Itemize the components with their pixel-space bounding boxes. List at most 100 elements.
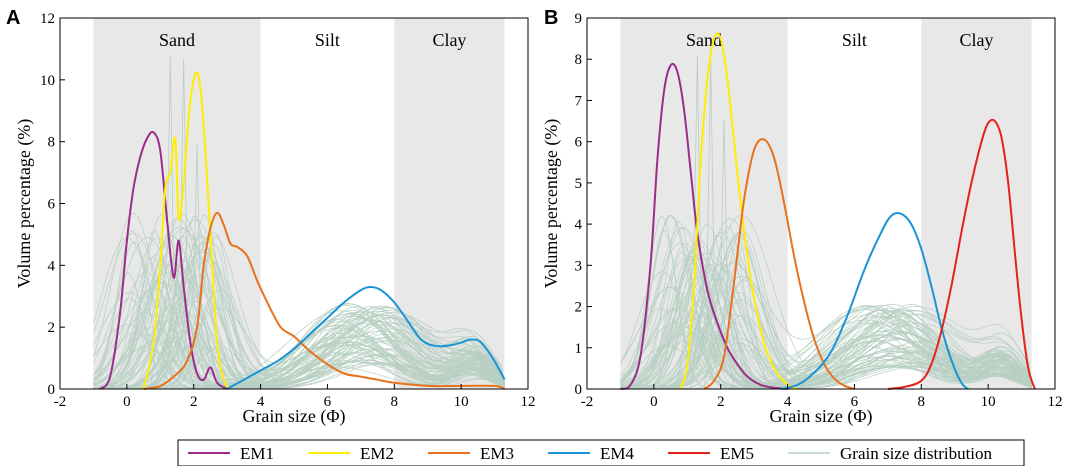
- panel-letter: B: [544, 7, 558, 29]
- series-em5: [887, 118, 1036, 390]
- panel-letter: A: [6, 7, 20, 29]
- band-label-silt: Silt: [842, 30, 867, 50]
- plot-frame: [586, 17, 1056, 390]
- x-axis-title: Grain size (Φ): [242, 406, 345, 427]
- x-tick-label: 12: [521, 394, 536, 410]
- distribution-curve: [149, 55, 195, 390]
- distribution-curve: [690, 61, 735, 390]
- x-tick-label: 6: [324, 394, 332, 410]
- x-tick-label: 2: [717, 394, 725, 410]
- distribution-curve: [620, 304, 1032, 389]
- distribution-curve: [93, 232, 505, 390]
- y-axis-title: Volume percentage (%): [541, 119, 562, 289]
- legend-label-3: EM3: [480, 444, 514, 463]
- distribution-curve: [93, 292, 505, 389]
- y-tick-label: 6: [48, 197, 56, 213]
- x-tick-label: 6: [851, 394, 859, 410]
- distribution-curve: [620, 299, 1032, 390]
- grain-size-distribution-curves: [93, 55, 505, 390]
- distribution-curve: [93, 303, 505, 389]
- distribution-curve: [93, 241, 505, 390]
- legend-label-4: EM4: [600, 444, 635, 463]
- x-tick-label: -2: [54, 394, 67, 410]
- distribution-curve: [620, 224, 1032, 390]
- y-tick-label: 12: [40, 11, 55, 27]
- x-tick-label: 10: [981, 394, 996, 410]
- x-tick-label: 8: [918, 394, 926, 410]
- distribution-curve: [93, 282, 505, 390]
- y-tick-label: 7: [575, 93, 583, 109]
- series-em4: [780, 212, 969, 390]
- x-tick-label: 8: [391, 394, 399, 410]
- distribution-curve: [93, 249, 505, 390]
- series-em1: [620, 62, 788, 390]
- distribution-curve: [93, 230, 505, 390]
- series-em3: [703, 138, 855, 390]
- distribution-curve: [163, 59, 208, 390]
- x-tick-label: 0: [650, 394, 658, 410]
- x-tick-label: 4: [784, 394, 792, 410]
- distribution-curve: [620, 260, 1032, 390]
- y-tick-label: 2: [575, 300, 583, 316]
- x-tick-label: 2: [190, 394, 198, 410]
- x-tick-label: 12: [1048, 394, 1063, 410]
- x-tick-label: 0: [123, 394, 131, 410]
- series-em2: [142, 71, 232, 390]
- legend-label-2: EM2: [360, 444, 394, 463]
- distribution-curve: [620, 300, 1032, 390]
- band-label-clay: Clay: [432, 30, 466, 50]
- band-clay: [921, 18, 1032, 389]
- y-tick-label: 10: [40, 73, 55, 89]
- distribution-curve: [93, 314, 505, 390]
- legend: EM1 EM2 EM3 EM4 EM5 Grain size distribution: [177, 439, 1025, 466]
- x-tick-label: 4: [257, 394, 265, 410]
- y-tick-label: 5: [575, 176, 583, 192]
- legend-label-6: Grain size distribution: [840, 444, 993, 463]
- distribution-curve: [93, 258, 505, 390]
- y-tick-label: 0: [48, 382, 56, 398]
- series-em1: [99, 130, 228, 390]
- legend-label-1: EM1: [240, 444, 274, 463]
- distribution-curve: [620, 277, 1032, 390]
- series-em3: [143, 211, 505, 390]
- grain-size-distribution-curves: [620, 55, 1032, 390]
- distribution-curve: [93, 213, 505, 390]
- y-tick-label: 1: [575, 341, 583, 357]
- distribution-curve: [620, 217, 1032, 390]
- distribution-curve: [620, 227, 1032, 389]
- y-tick-label: 2: [48, 320, 56, 336]
- distribution-curve: [620, 301, 1032, 389]
- y-tick-label: 9: [575, 11, 583, 27]
- y-tick-label: 3: [575, 258, 583, 274]
- series-em2: [679, 32, 798, 390]
- y-tick-label: 8: [48, 135, 56, 151]
- distribution-curve: [93, 297, 505, 390]
- band-label-silt: Silt: [315, 30, 340, 50]
- y-tick-label: 8: [575, 52, 583, 68]
- x-axis-title: Grain size (Φ): [769, 406, 872, 427]
- band-label-sand: Sand: [159, 30, 195, 50]
- distribution-curve: [93, 272, 505, 390]
- distribution-curve: [620, 331, 1032, 389]
- x-tick-label: -2: [581, 394, 594, 410]
- distribution-curve: [620, 234, 1032, 390]
- series-em4: [226, 286, 506, 390]
- distribution-curve: [93, 235, 505, 390]
- band-label-clay: Clay: [959, 30, 993, 50]
- y-axis-title: Volume percentage (%): [14, 119, 35, 289]
- distribution-curve: [93, 338, 505, 390]
- distribution-curve: [676, 55, 722, 390]
- legend-label-5: EM5: [720, 444, 754, 463]
- y-tick-label: 4: [48, 258, 56, 274]
- x-tick-label: 10: [454, 394, 469, 410]
- y-tick-label: 4: [575, 217, 583, 233]
- distribution-curve: [93, 303, 505, 390]
- y-tick-label: 0: [575, 382, 583, 398]
- y-tick-label: 6: [575, 135, 583, 151]
- distribution-curve: [93, 311, 505, 390]
- distribution-curve: [93, 251, 505, 390]
- distribution-curve: [620, 258, 1032, 389]
